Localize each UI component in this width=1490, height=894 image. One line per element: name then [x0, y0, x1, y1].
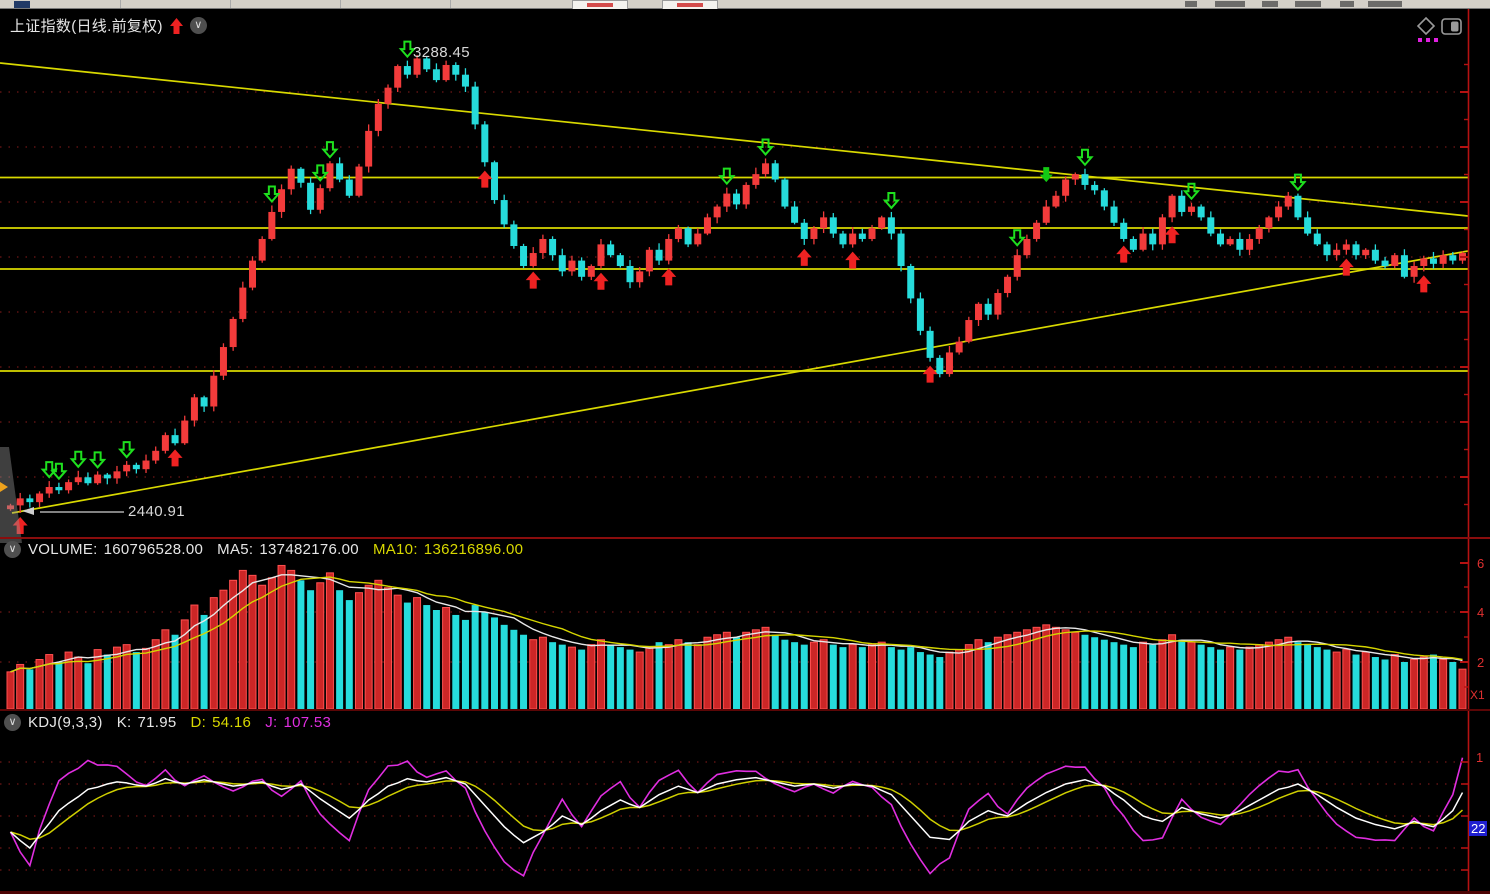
panel-separator-volume-kdj — [0, 709, 1490, 711]
ma5-value: 137482176.00 — [259, 541, 359, 558]
chart-toolbox — [1416, 16, 1464, 46]
menu-button-1[interactable] — [572, 0, 628, 9]
volume-axis-4: 4 — [1477, 605, 1485, 620]
ma5-label: MA5: — [217, 541, 254, 558]
kdj-label: KDJ(9,3,3) — [28, 714, 103, 731]
ma10-value: 136216896.00 — [423, 541, 524, 558]
app-logo-icon — [14, 1, 30, 8]
volume-header: ∨ VOLUME: 160796528.00 MA5: 137482176.00… — [4, 541, 523, 558]
kdj-d-label: D: — [190, 714, 207, 731]
main-chart-header: 上证指数(日线.前复权) ∨ — [10, 15, 214, 36]
kdj-d-value: 54.16 — [212, 714, 252, 731]
ma10-label: MA10: — [372, 541, 418, 558]
low-price-label: 2440.91 — [128, 503, 186, 520]
buy-signal-arrow-icon — [169, 17, 183, 34]
menu-bar — [0, 0, 1490, 9]
kdj-axis-100: 1 — [1476, 750, 1484, 765]
panel-separator-main-volume — [0, 537, 1490, 539]
kdj-j-label: J: — [265, 714, 278, 731]
volume-axis-2: 2 — [1477, 655, 1485, 670]
volume-label: VOLUME: — [28, 541, 98, 558]
kdj-j-value: 107.53 — [283, 714, 332, 731]
collapse-volume-button[interactable]: ∨ — [4, 541, 21, 558]
kdj-k-label: K: — [116, 714, 132, 731]
diamond-tool-icon[interactable] — [1416, 16, 1436, 36]
panel-layout-fill — [1451, 21, 1459, 32]
panel-layout-icon[interactable] — [1441, 18, 1462, 35]
peak-price-label: 3288.45 — [413, 44, 471, 61]
collapse-main-chart-button[interactable]: ∨ — [189, 17, 207, 34]
volume-value: 160796528.00 — [103, 541, 204, 558]
kdj-k-value: 71.95 — [137, 714, 177, 731]
collapse-kdj-button[interactable]: ∨ — [4, 714, 21, 731]
kdj-axis-current-badge: 22 — [1469, 821, 1488, 836]
menu-button-2[interactable] — [662, 0, 718, 9]
volume-unit-label: X1 — [1470, 688, 1485, 702]
main-chart-title: 上证指数(日线.前复权) — [10, 18, 163, 35]
kdj-header: ∨ KDJ(9,3,3) K: 71.95 D: 54.16 J: 107.53 — [4, 714, 331, 731]
bottom-border — [0, 891, 1490, 894]
volume-axis-6: 6 — [1477, 556, 1485, 571]
more-options-dots[interactable] — [1418, 38, 1438, 42]
